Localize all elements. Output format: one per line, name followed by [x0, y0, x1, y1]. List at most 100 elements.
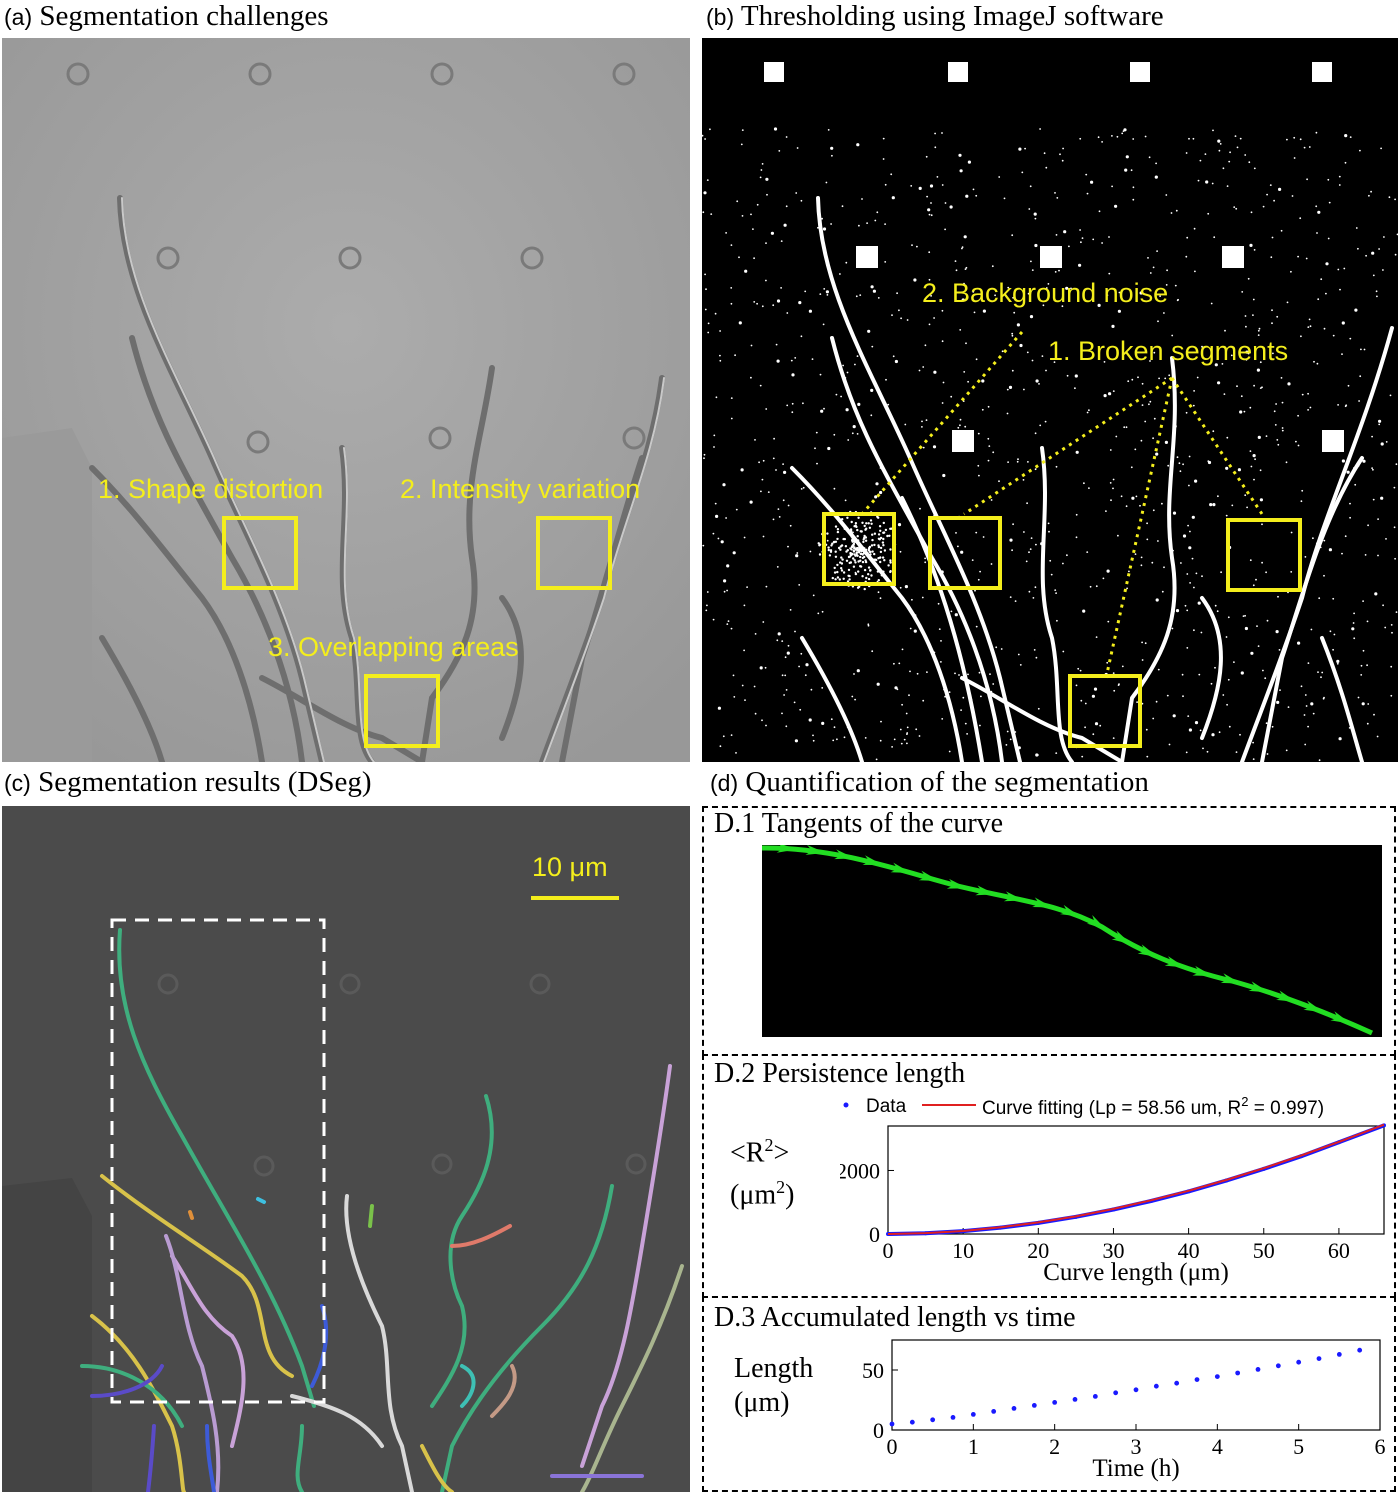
- data-point: [909, 1419, 915, 1425]
- panel-b-noise: [702, 127, 1398, 762]
- annotation-intensity-variation: 2. Intensity variation: [400, 474, 641, 504]
- panel-c-title-text: Segmentation results (DSeg): [38, 766, 372, 798]
- data-point: [930, 1417, 936, 1423]
- x-tick-label: 4: [1212, 1434, 1223, 1459]
- d3-y-axis-label: Length (μm): [734, 1352, 813, 1420]
- y-tick-label: 50: [862, 1358, 884, 1383]
- panel-b-label: (b): [706, 4, 735, 30]
- data-point: [991, 1409, 997, 1414]
- tangent-arrow: [862, 855, 884, 866]
- legend-data-marker: [843, 1102, 849, 1108]
- scale-bar: [531, 896, 619, 900]
- tangent-arrow: [946, 878, 968, 889]
- data-point: [1357, 1347, 1363, 1353]
- panel-b-image: [702, 38, 1398, 762]
- data-point: [1235, 1370, 1241, 1376]
- d2-ylabel-unit-end: ): [785, 1179, 795, 1211]
- panel-c-label: (c): [4, 770, 31, 796]
- y-tick-label: 0: [873, 1418, 884, 1443]
- accumulated-length-chart: 0 1 2 3 4 5 6 0 50 Time (h): [862, 1339, 1386, 1482]
- tangent-arrow: [1330, 1011, 1351, 1024]
- scale-bar-label: 10 μm: [532, 852, 608, 882]
- plot-area: [891, 1339, 1381, 1431]
- panel-d1-tangent-image: [762, 845, 1382, 1037]
- panel-d2-title: D.2 Persistence length: [714, 1058, 966, 1089]
- panel-d3-frame: [702, 1296, 1396, 1492]
- tangent-arrow: [1164, 956, 1186, 968]
- annotation-background-noise: 2. Background noise: [922, 278, 1169, 308]
- data-point: [1153, 1383, 1159, 1389]
- x-tick-label: 30: [1102, 1238, 1124, 1263]
- data-point: [1011, 1406, 1017, 1411]
- y-tick-label: 0: [869, 1222, 880, 1247]
- panel-b-filaments: [790, 196, 1394, 762]
- tangent-arrow: [1111, 930, 1132, 945]
- x-axis-label: Curve length (μm): [1043, 1259, 1229, 1286]
- x-tick-label: 10: [952, 1238, 974, 1263]
- data-point: [1133, 1387, 1139, 1393]
- x-tick-label: 40: [1178, 1238, 1200, 1263]
- x-tick-label: 1: [968, 1434, 979, 1459]
- x-tick-label: 3: [1131, 1434, 1142, 1459]
- panel-a-micrograph: [2, 38, 690, 762]
- panel-a-filaments: [89, 195, 665, 762]
- data-point: [970, 1412, 976, 1417]
- panel-c-title: (c) Segmentation results (DSeg): [4, 766, 372, 799]
- tangent-arrow: [1220, 973, 1242, 984]
- tangent-arrow: [1248, 981, 1270, 993]
- tangent-arrow: [1032, 897, 1053, 908]
- panel-b-highlight-boxes: [822, 512, 1302, 748]
- panel-d-title: (d) Quantification of the segmentation: [710, 766, 1149, 799]
- data-point: [1255, 1367, 1261, 1372]
- d2-ylabel-sup: 2: [764, 1135, 774, 1155]
- data-point: [1174, 1380, 1180, 1386]
- d3-ylabel-text: Length: [734, 1353, 814, 1384]
- panel-a-image: [2, 38, 690, 762]
- data-point: [1316, 1356, 1322, 1361]
- data-point: [1296, 1359, 1302, 1365]
- d2-ylabel-text: <R: [730, 1137, 765, 1169]
- panel-a-label: (a): [4, 4, 33, 30]
- tangent-arrow: [890, 862, 912, 873]
- panel-c-markers: [157, 973, 647, 1177]
- data-point: [1214, 1374, 1220, 1379]
- panel-b-markers: [764, 62, 1344, 452]
- tangent-arrow: [1137, 944, 1158, 958]
- tangent-arrow: [975, 885, 996, 896]
- x-tick-label: 50: [1253, 1238, 1275, 1263]
- tangent-arrow: [1003, 891, 1025, 902]
- x-tick-label: 0: [887, 1434, 898, 1459]
- y-tick-label: 2000: [840, 1158, 880, 1183]
- data-point: [889, 1421, 895, 1427]
- tangent-arrow: [776, 845, 798, 853]
- d2-ylabel-unit-sup: 2: [776, 1177, 786, 1198]
- annotation-broken-segments: 1. Broken segments: [1048, 336, 1289, 366]
- panel-a-highlight-boxes: [222, 516, 612, 748]
- tangent-arrow: [834, 849, 855, 860]
- panel-b-threshold-image: [702, 38, 1398, 762]
- panel-a-title: (a) Segmentation challenges: [4, 0, 328, 33]
- data-point: [1194, 1377, 1200, 1382]
- data-point: [1031, 1403, 1037, 1408]
- x-tick-label: 5: [1293, 1434, 1304, 1459]
- d2-ylabel-unit: (μm: [730, 1179, 777, 1211]
- panel-b-title: (b) Thresholding using ImageJ software: [706, 0, 1164, 33]
- x-tick-label: 6: [1375, 1434, 1386, 1459]
- data-point: [1072, 1397, 1078, 1402]
- data-point: [1052, 1400, 1058, 1405]
- panel-d3-title: D.3 Accumulated length vs time: [714, 1302, 1076, 1333]
- panel-b-pointer-lines: [860, 331, 1264, 679]
- panel-c-segments: [80, 928, 684, 1492]
- annotation-shape-distortion: 1. Shape distortion: [98, 474, 324, 504]
- plot-area: [887, 1125, 1385, 1235]
- tangent-arrow: [1086, 915, 1107, 930]
- x-tick-label: 0: [883, 1238, 894, 1263]
- panel-d-title-text: Quantification of the segmentation: [745, 766, 1149, 798]
- panel-c-segmentation-image: [2, 806, 690, 1492]
- panel-d1-title: D.1 Tangents of the curve: [714, 808, 1004, 839]
- d2-y-axis-label: <R2> (μm2): [730, 1128, 794, 1213]
- tangent-arrow: [918, 870, 940, 881]
- fit-line: [887, 1123, 1385, 1235]
- data-point: [1336, 1352, 1342, 1357]
- panel-a-title-text: Segmentation challenges: [39, 0, 329, 32]
